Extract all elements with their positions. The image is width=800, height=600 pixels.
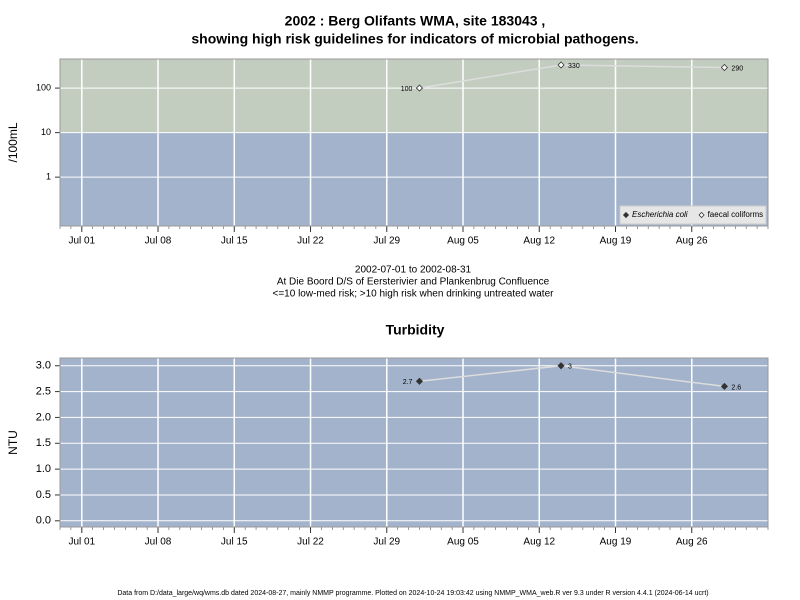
y-tick-label: 10	[41, 127, 51, 137]
x-tick-label: Jul 29	[373, 537, 400, 548]
x-tick-label: Jul 01	[68, 236, 95, 247]
band-above	[60, 59, 768, 133]
legend-box	[619, 205, 767, 225]
plot-frame	[59, 58, 769, 227]
y-tick-label: 0.5	[36, 489, 51, 501]
x-tick-label: Jul 01	[68, 537, 95, 548]
y-axis-label: /100mL	[6, 122, 20, 162]
y-axis-label: NTU	[6, 430, 20, 455]
chart-title: 2002 : Berg Olifants WMA, site 183043 ,	[285, 13, 546, 29]
data-label: 100	[401, 86, 413, 93]
x-tick-label: Aug 26	[676, 537, 708, 548]
data-label: 2.7	[403, 379, 413, 386]
x-tick-label: Aug 05	[447, 236, 479, 247]
caption-line: At Die Boord D/S of Eersterivier and Pla…	[277, 277, 550, 288]
x-tick-label: Jul 22	[297, 236, 324, 247]
data-point	[720, 63, 728, 72]
y-tick-label: 100	[36, 82, 51, 92]
x-tick-label: Jul 15	[221, 537, 248, 548]
caption-line: <=10 low-med risk; >10 high risk when dr…	[273, 289, 555, 300]
x-tick-label: Jul 22	[297, 537, 324, 548]
data-label: 290	[731, 65, 743, 72]
x-tick-label: Jul 29	[373, 236, 400, 247]
data-point	[415, 377, 424, 385]
data-point	[720, 382, 728, 390]
data-label: 2.6	[731, 384, 741, 391]
x-tick-label: Aug 12	[523, 537, 555, 548]
legend-label: faecal coliforms	[708, 210, 764, 219]
plot-frame	[59, 357, 769, 528]
x-tick-label: Aug 19	[600, 537, 632, 548]
chart-title: showing high risk guidelines for indicat…	[191, 31, 638, 47]
chart-title: Turbidity	[386, 322, 445, 338]
y-tick-label: 1.0	[36, 463, 51, 475]
legend-marker	[622, 211, 630, 219]
y-tick-label: 1	[46, 172, 51, 182]
x-tick-label: Jul 08	[145, 236, 172, 247]
data-point	[557, 362, 565, 370]
legend-label: Escherichia coli	[632, 210, 688, 219]
data-point	[557, 61, 565, 69]
x-tick-label: Aug 12	[523, 236, 555, 247]
y-tick-label: 2.5	[36, 385, 51, 397]
x-tick-label: Jul 15	[221, 236, 248, 247]
x-tick-label: Jul 08	[145, 537, 172, 548]
footer: Data from D:/data_large/wq/wms.db dated …	[117, 590, 708, 597]
x-tick-label: Aug 26	[676, 236, 708, 247]
y-tick-label: 1.5	[36, 437, 51, 449]
caption-line: 2002-07-01 to 2002-08-31	[355, 265, 472, 276]
x-tick-label: Aug 05	[447, 537, 479, 548]
data-label: 3	[568, 364, 572, 371]
data-point	[415, 84, 424, 92]
x-tick-label: Aug 19	[600, 236, 632, 247]
data-label: 330	[568, 63, 580, 70]
plot-background	[60, 358, 768, 527]
y-tick-label: 3.0	[36, 360, 51, 372]
y-tick-label: 0.0	[36, 515, 51, 527]
y-tick-label: 2.0	[36, 411, 51, 423]
legend-marker	[698, 211, 705, 219]
